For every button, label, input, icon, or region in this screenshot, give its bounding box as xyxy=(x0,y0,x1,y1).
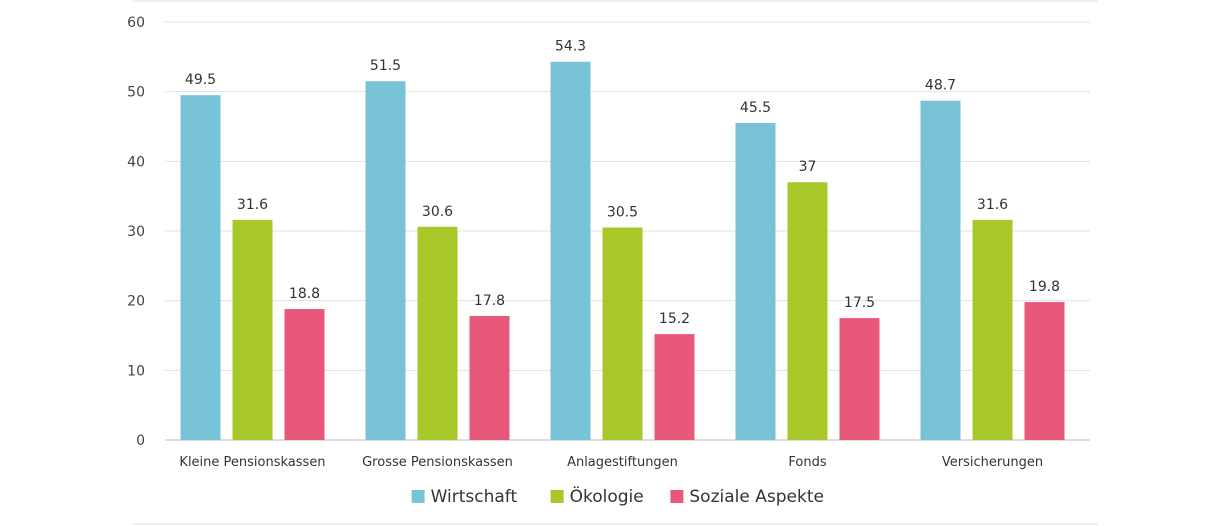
data-label: 45.5 xyxy=(740,100,771,116)
data-label: 31.6 xyxy=(237,197,268,213)
bar xyxy=(839,318,880,440)
legend-swatch xyxy=(411,490,425,503)
data-label: 19.8 xyxy=(1029,279,1060,295)
legend-swatch xyxy=(670,490,684,503)
y-tick-label: 60 xyxy=(127,15,145,31)
x-category-label: Fonds xyxy=(788,455,826,470)
legend-item: Ökologie xyxy=(550,485,644,507)
y-tick-label: 40 xyxy=(127,154,145,170)
bar xyxy=(1024,302,1065,440)
legend-item: Wirtschaft xyxy=(411,487,518,507)
legend-label: Soziale Aspekte xyxy=(689,487,824,507)
data-label: 18.8 xyxy=(289,286,320,302)
x-axis-categories: Kleine Pensionskassen Grosse Pensionskass… xyxy=(179,455,1043,470)
data-label: 17.8 xyxy=(474,293,505,309)
data-label: 17.5 xyxy=(844,295,875,311)
bar xyxy=(550,61,591,441)
bar xyxy=(180,95,221,441)
y-tick-label: 50 xyxy=(127,85,145,101)
data-label: 30.5 xyxy=(607,205,638,221)
bar xyxy=(602,227,643,440)
y-tick-label: 0 xyxy=(136,433,145,449)
bar xyxy=(365,81,406,440)
data-label: 48.7 xyxy=(925,78,956,94)
y-axis-ticks: 0 10 20 30 40 50 60 xyxy=(127,15,145,449)
bar xyxy=(972,219,1013,440)
data-label: 15.2 xyxy=(659,311,690,327)
bar xyxy=(232,219,273,440)
y-tick-label: 10 xyxy=(127,363,145,379)
y-tick-label: 20 xyxy=(127,294,145,310)
x-category-label: Versicherungen xyxy=(942,455,1043,470)
x-category-label: Grosse Pensionskassen xyxy=(362,455,513,470)
data-label: 37 xyxy=(799,159,817,175)
legend-item: Soziale Aspekte xyxy=(670,487,824,507)
bar xyxy=(920,100,961,441)
bar xyxy=(469,315,510,440)
y-tick-label: 30 xyxy=(127,224,145,240)
x-category-label: Anlagestiftungen xyxy=(567,455,678,470)
bar xyxy=(284,309,325,440)
legend-swatch xyxy=(550,490,564,503)
data-label: 30.6 xyxy=(422,204,453,220)
bar xyxy=(787,182,828,440)
bar xyxy=(735,123,776,441)
legend-label: Wirtschaft xyxy=(431,487,518,507)
data-label: 49.5 xyxy=(185,72,216,88)
data-labels: 49.5 31.6 18.8 51.5 30.6 17.8 54.3 30.5 15.2 45.5… xyxy=(185,39,1060,327)
bars xyxy=(180,61,1065,441)
data-label: 54.3 xyxy=(555,39,586,55)
bar xyxy=(417,226,458,440)
legend: Wirtschaft Ökologie Soziale Aspekte xyxy=(411,485,824,507)
data-label: 31.6 xyxy=(977,197,1008,213)
data-label: 51.5 xyxy=(370,58,401,74)
bar xyxy=(654,334,695,440)
x-category-label: Kleine Pensionskassen xyxy=(179,455,325,470)
legend-label: Ökologie xyxy=(570,485,644,507)
